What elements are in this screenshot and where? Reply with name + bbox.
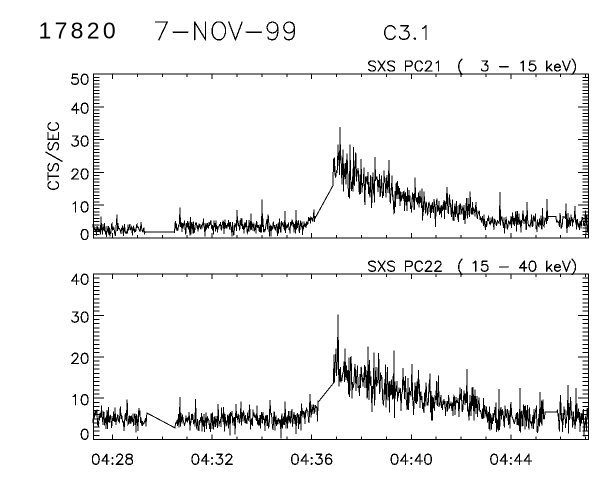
- svg-text:17820: 17820: [39, 18, 119, 44]
